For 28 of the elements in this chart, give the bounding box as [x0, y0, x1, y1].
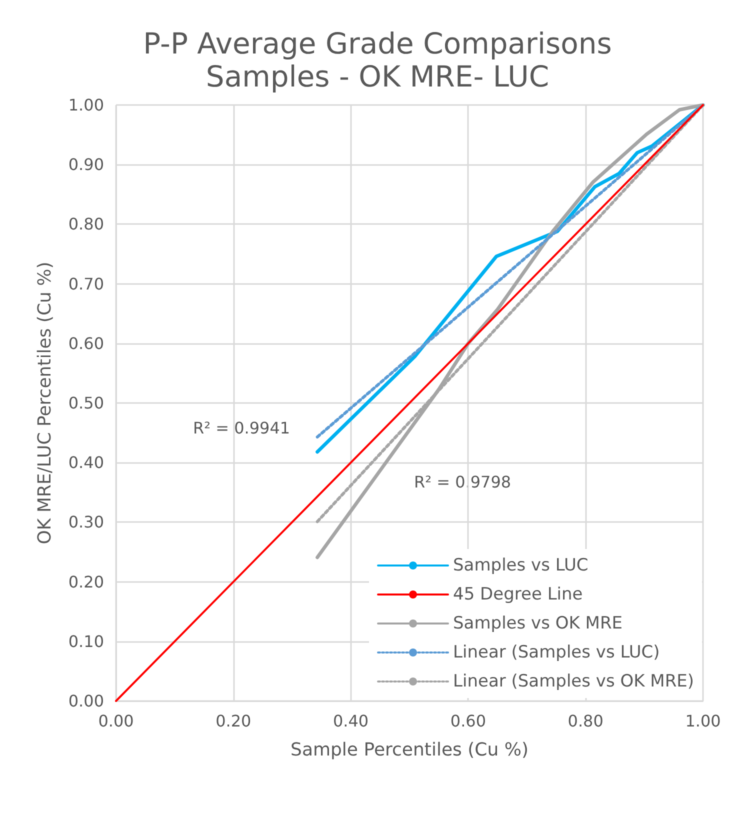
annotation: R² = 0.9798 [414, 472, 512, 492]
y-tick-label: 0.60 [68, 334, 104, 353]
x-tick-label: 0.80 [568, 712, 604, 730]
y-tick-label: 0.20 [68, 572, 104, 592]
x-tick-label: 0.40 [332, 712, 369, 730]
y-tick-label: 0.30 [68, 512, 104, 532]
chart-subtitle: Samples - OK MRE- LUC [206, 60, 550, 94]
x-tick-label: 0.60 [450, 712, 486, 730]
legend-label: Linear (Samples vs OK MRE) [453, 672, 694, 692]
y-axis-title: OK MRE/LUC Percentiles (Cu %) [34, 262, 56, 544]
x-tick-label: 0.20 [216, 712, 252, 730]
y-tick-label: 0.40 [68, 453, 104, 472]
legend-label: Samples vs LUC [453, 556, 588, 576]
legend-label: 45 Degree Line [453, 584, 583, 604]
y-tick-label: 0.50 [68, 394, 104, 412]
legend-label: Samples vs OK MRE [453, 614, 623, 634]
x-tick-label: 1.00 [685, 712, 721, 730]
x-axis-title: Sample Percentiles (Cu %) [290, 740, 528, 760]
chart-title: P-P Average Grade Comparisons [143, 26, 612, 60]
y-tick-label: 0.80 [68, 214, 104, 234]
x-tick-label: 0.00 [98, 712, 134, 730]
y-tick-label: 0.90 [68, 155, 104, 174]
y-tick-label: 0.00 [68, 692, 104, 710]
annotation: R² = 0.9941 [193, 418, 290, 438]
legend-label: Linear (Samples vs LUC) [453, 642, 660, 662]
y-tick-label: 1.00 [68, 96, 104, 114]
y-tick-label: 0.10 [68, 632, 104, 651]
y-tick-label: 0.70 [68, 274, 104, 294]
